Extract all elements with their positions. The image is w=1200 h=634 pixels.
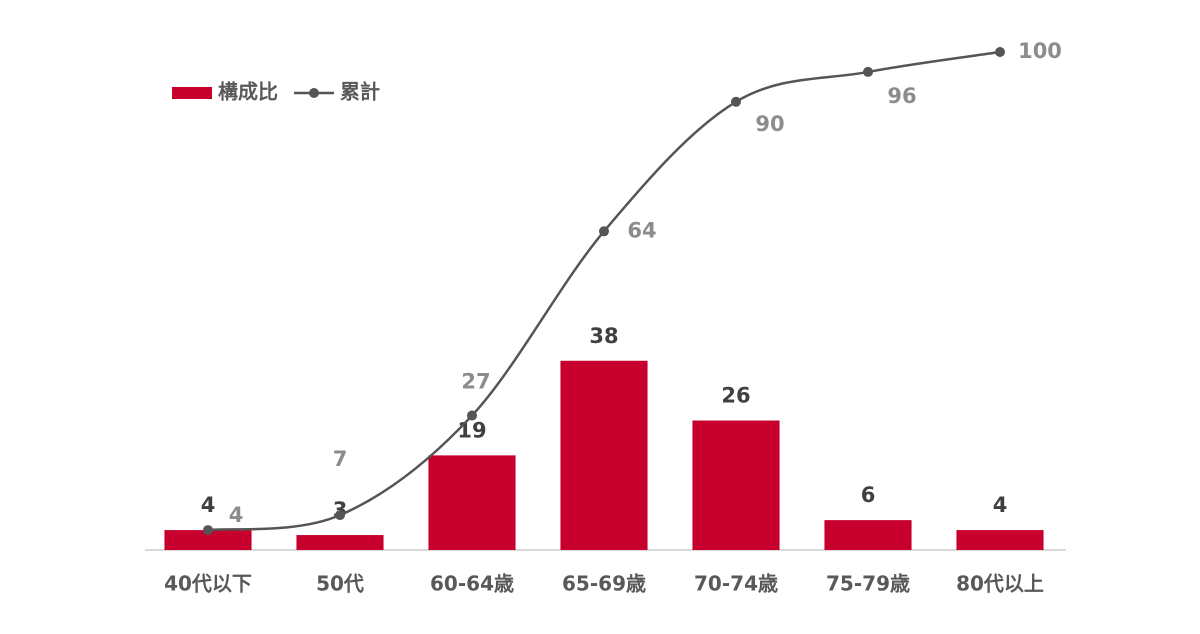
line-value-label: 4 <box>229 503 244 527</box>
bar-value-label: 4 <box>201 493 216 517</box>
line-marker <box>863 66 873 77</box>
line-value-label: 100 <box>1018 39 1062 63</box>
bar <box>164 530 252 550</box>
bar <box>428 455 516 550</box>
bar-value-label: 6 <box>861 483 876 507</box>
line-value-label: 7 <box>333 447 348 471</box>
legend-label: 累計 <box>340 80 380 104</box>
x-tick-label: 65-69歳 <box>562 572 646 596</box>
bar <box>824 520 912 550</box>
line-value-label: 64 <box>627 218 656 242</box>
line-marker <box>599 226 609 237</box>
line-marker <box>335 510 345 521</box>
x-tick-label: 40代以下 <box>164 572 252 596</box>
bar-value-label: 19 <box>457 418 486 442</box>
line-marker <box>203 525 213 536</box>
line-marker <box>467 410 477 421</box>
bar-value-label: 26 <box>721 384 750 408</box>
line-marker <box>995 47 1005 57</box>
line-value-label: 90 <box>755 112 784 136</box>
line-marker <box>731 96 741 107</box>
bar <box>560 360 648 550</box>
bar-value-label: 4 <box>993 493 1008 517</box>
legend-label: 構成比 <box>218 80 278 104</box>
bar <box>956 530 1044 550</box>
legend-swatch <box>172 87 212 99</box>
x-tick-label: 50代 <box>316 572 364 596</box>
bar-value-label: 38 <box>589 324 618 348</box>
line-value-label: 27 <box>461 370 490 394</box>
x-tick-label: 60-64歳 <box>430 572 514 596</box>
x-tick-label: 80代以上 <box>956 572 1044 596</box>
x-tick-label: 75-79歳 <box>826 572 910 596</box>
line-value-label: 96 <box>887 84 916 108</box>
bar <box>692 420 780 550</box>
x-tick-label: 70-74歳 <box>694 572 778 596</box>
legend-swatch-marker <box>309 88 319 98</box>
bar <box>296 535 384 550</box>
